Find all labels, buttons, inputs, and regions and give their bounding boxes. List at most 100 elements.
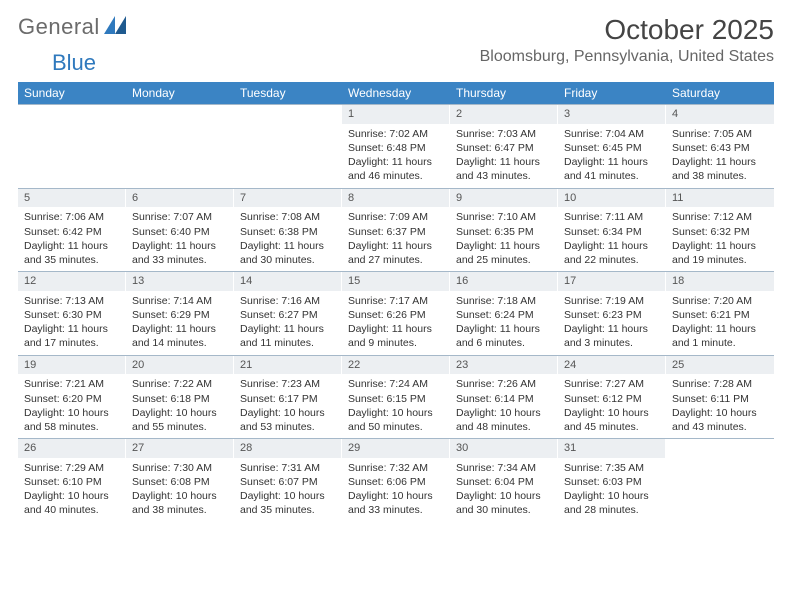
- header-monday: Monday: [126, 82, 234, 104]
- day-day2: and 58 minutes.: [24, 420, 120, 434]
- day-sunset: Sunset: 6:15 PM: [348, 392, 444, 406]
- day-sunrise: Sunrise: 7:11 AM: [564, 210, 660, 224]
- day-number: 3: [558, 105, 666, 124]
- calendar-day: 6Sunrise: 7:07 AMSunset: 6:40 PMDaylight…: [126, 189, 234, 272]
- day-number: 11: [666, 189, 774, 208]
- calendar-week: 12Sunrise: 7:13 AMSunset: 6:30 PMDayligh…: [18, 271, 774, 355]
- day-day2: and 35 minutes.: [24, 253, 120, 267]
- calendar-day: 12Sunrise: 7:13 AMSunset: 6:30 PMDayligh…: [18, 272, 126, 355]
- day-number: 9: [450, 189, 558, 208]
- calendar-day: 10Sunrise: 7:11 AMSunset: 6:34 PMDayligh…: [558, 189, 666, 272]
- calendar-day: 1Sunrise: 7:02 AMSunset: 6:48 PMDaylight…: [342, 105, 450, 188]
- day-sunrise: Sunrise: 7:20 AM: [672, 294, 768, 308]
- day-number: 28: [234, 439, 342, 458]
- day-day2: and 43 minutes.: [456, 169, 552, 183]
- day-number: 10: [558, 189, 666, 208]
- calendar-day: 16Sunrise: 7:18 AMSunset: 6:24 PMDayligh…: [450, 272, 558, 355]
- day-body: Sunrise: 7:02 AMSunset: 6:48 PMDaylight:…: [342, 124, 450, 188]
- day-day1: Daylight: 11 hours: [672, 322, 768, 336]
- day-body: Sunrise: 7:18 AMSunset: 6:24 PMDaylight:…: [450, 291, 558, 355]
- day-sunrise: Sunrise: 7:17 AM: [348, 294, 444, 308]
- day-day1: Daylight: 10 hours: [132, 406, 228, 420]
- logo-text-general: General: [18, 14, 100, 40]
- day-day1: Daylight: 11 hours: [240, 322, 336, 336]
- day-sunrise: Sunrise: 7:09 AM: [348, 210, 444, 224]
- header-tuesday: Tuesday: [234, 82, 342, 104]
- day-day2: and 55 minutes.: [132, 420, 228, 434]
- day-body: Sunrise: 7:03 AMSunset: 6:47 PMDaylight:…: [450, 124, 558, 188]
- day-sunrise: Sunrise: 7:03 AM: [456, 127, 552, 141]
- calendar-day: 18Sunrise: 7:20 AMSunset: 6:21 PMDayligh…: [666, 272, 774, 355]
- calendar-day: 4Sunrise: 7:05 AMSunset: 6:43 PMDaylight…: [666, 105, 774, 188]
- calendar-day: [18, 105, 126, 188]
- day-body: Sunrise: 7:21 AMSunset: 6:20 PMDaylight:…: [18, 374, 126, 438]
- day-body: Sunrise: 7:16 AMSunset: 6:27 PMDaylight:…: [234, 291, 342, 355]
- day-sunrise: Sunrise: 7:19 AM: [564, 294, 660, 308]
- day-sunset: Sunset: 6:03 PM: [564, 475, 660, 489]
- day-number: 29: [342, 439, 450, 458]
- day-body: Sunrise: 7:17 AMSunset: 6:26 PMDaylight:…: [342, 291, 450, 355]
- day-sunrise: Sunrise: 7:30 AM: [132, 461, 228, 475]
- day-sunset: Sunset: 6:26 PM: [348, 308, 444, 322]
- day-number: 23: [450, 356, 558, 375]
- calendar-day: 13Sunrise: 7:14 AMSunset: 6:29 PMDayligh…: [126, 272, 234, 355]
- calendar-day: 15Sunrise: 7:17 AMSunset: 6:26 PMDayligh…: [342, 272, 450, 355]
- day-day2: and 33 minutes.: [132, 253, 228, 267]
- day-sunrise: Sunrise: 7:35 AM: [564, 461, 660, 475]
- day-sunset: Sunset: 6:30 PM: [24, 308, 120, 322]
- day-sunset: Sunset: 6:23 PM: [564, 308, 660, 322]
- day-sunrise: Sunrise: 7:29 AM: [24, 461, 120, 475]
- day-number: 24: [558, 356, 666, 375]
- day-day2: and 38 minutes.: [132, 503, 228, 517]
- day-day1: Daylight: 10 hours: [24, 489, 120, 503]
- day-body: Sunrise: 7:13 AMSunset: 6:30 PMDaylight:…: [18, 291, 126, 355]
- day-day1: Daylight: 11 hours: [564, 155, 660, 169]
- day-day2: and 43 minutes.: [672, 420, 768, 434]
- day-number: 19: [18, 356, 126, 375]
- day-number: 22: [342, 356, 450, 375]
- day-day2: and 38 minutes.: [672, 169, 768, 183]
- calendar-header-row: Sunday Monday Tuesday Wednesday Thursday…: [18, 82, 774, 104]
- day-number: 7: [234, 189, 342, 208]
- day-sunrise: Sunrise: 7:26 AM: [456, 377, 552, 391]
- day-day2: and 11 minutes.: [240, 336, 336, 350]
- day-body: Sunrise: 7:22 AMSunset: 6:18 PMDaylight:…: [126, 374, 234, 438]
- calendar-day: 3Sunrise: 7:04 AMSunset: 6:45 PMDaylight…: [558, 105, 666, 188]
- day-day1: Daylight: 11 hours: [24, 239, 120, 253]
- day-sunrise: Sunrise: 7:04 AM: [564, 127, 660, 141]
- day-number: 27: [126, 439, 234, 458]
- day-number: 15: [342, 272, 450, 291]
- day-day1: Daylight: 10 hours: [672, 406, 768, 420]
- day-day1: Daylight: 10 hours: [456, 406, 552, 420]
- day-number: 17: [558, 272, 666, 291]
- day-number: 30: [450, 439, 558, 458]
- day-body: Sunrise: 7:34 AMSunset: 6:04 PMDaylight:…: [450, 458, 558, 522]
- day-day1: Daylight: 11 hours: [672, 239, 768, 253]
- day-number: 21: [234, 356, 342, 375]
- day-sunset: Sunset: 6:47 PM: [456, 141, 552, 155]
- day-day1: Daylight: 10 hours: [564, 489, 660, 503]
- day-day1: Daylight: 11 hours: [348, 155, 444, 169]
- calendar-day: 2Sunrise: 7:03 AMSunset: 6:47 PMDaylight…: [450, 105, 558, 188]
- day-day2: and 6 minutes.: [456, 336, 552, 350]
- day-day1: Daylight: 11 hours: [348, 322, 444, 336]
- day-body: Sunrise: 7:07 AMSunset: 6:40 PMDaylight:…: [126, 207, 234, 271]
- day-sunrise: Sunrise: 7:06 AM: [24, 210, 120, 224]
- calendar-day: 24Sunrise: 7:27 AMSunset: 6:12 PMDayligh…: [558, 356, 666, 439]
- day-sunset: Sunset: 6:35 PM: [456, 225, 552, 239]
- day-sunset: Sunset: 6:20 PM: [24, 392, 120, 406]
- day-number: 6: [126, 189, 234, 208]
- day-day1: Daylight: 10 hours: [348, 489, 444, 503]
- logo: General: [18, 14, 126, 40]
- day-day2: and 1 minute.: [672, 336, 768, 350]
- day-day2: and 46 minutes.: [348, 169, 444, 183]
- day-sunrise: Sunrise: 7:22 AM: [132, 377, 228, 391]
- day-body: Sunrise: 7:09 AMSunset: 6:37 PMDaylight:…: [342, 207, 450, 271]
- calendar-day: 27Sunrise: 7:30 AMSunset: 6:08 PMDayligh…: [126, 439, 234, 522]
- day-day2: and 40 minutes.: [24, 503, 120, 517]
- day-body: Sunrise: 7:12 AMSunset: 6:32 PMDaylight:…: [666, 207, 774, 271]
- header-saturday: Saturday: [666, 82, 774, 104]
- day-sunset: Sunset: 6:37 PM: [348, 225, 444, 239]
- header-thursday: Thursday: [450, 82, 558, 104]
- calendar-day: 19Sunrise: 7:21 AMSunset: 6:20 PMDayligh…: [18, 356, 126, 439]
